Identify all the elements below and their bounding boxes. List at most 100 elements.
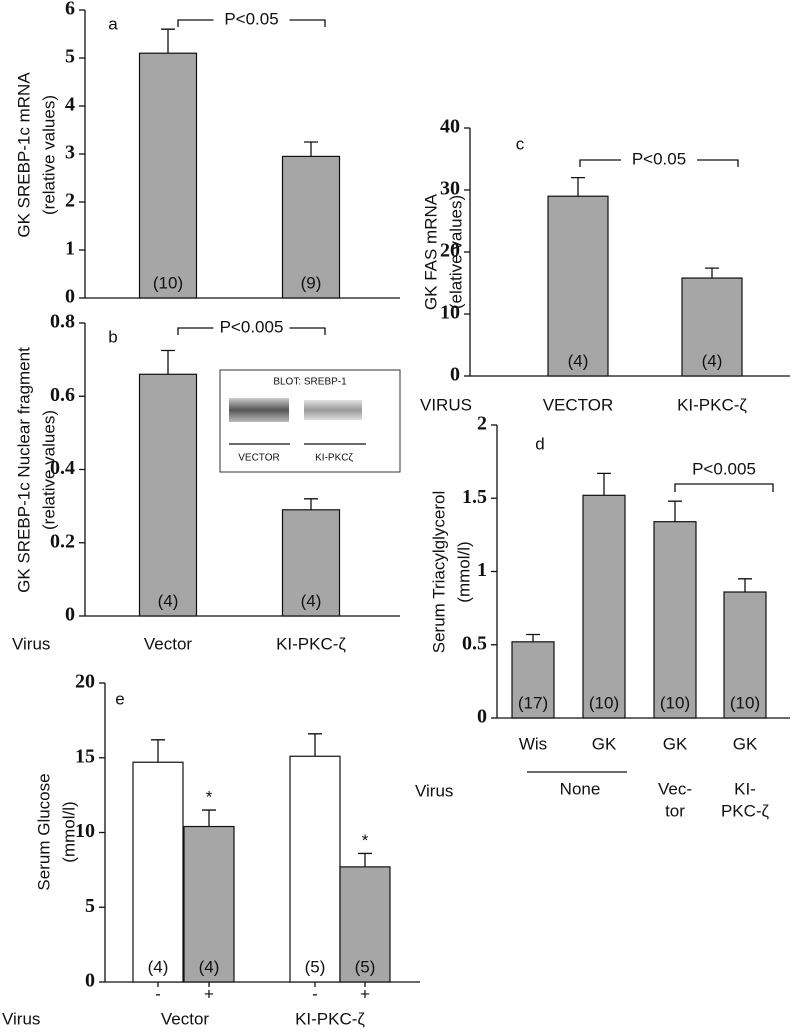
y-tick-label: 30: [440, 178, 460, 200]
significance-label: P<0.005: [692, 459, 756, 478]
n-label: (4): [148, 957, 169, 976]
group-label: KI-: [734, 779, 756, 798]
x-tick-label: VECTOR: [543, 395, 614, 414]
blot-band: [229, 398, 289, 422]
inset-title: BLOT: SREBP-1: [273, 377, 347, 388]
y-tick-label: 15: [75, 745, 95, 767]
panel-label: c: [516, 134, 525, 153]
bar: [289, 755, 341, 983]
y-tick-label: 0.6: [50, 384, 75, 406]
error-bar: [151, 739, 165, 763]
panel-label: b: [108, 327, 117, 346]
y-tick-label: 0.8: [50, 311, 75, 333]
y-tick-label: 5: [65, 46, 75, 68]
bar: [511, 641, 555, 719]
y-tick-label: 20: [440, 240, 460, 262]
y-axis-label: GK SREBP-1c Nuclear fragment: [14, 347, 33, 593]
y-axis-label: (relative values): [39, 95, 58, 215]
panel-label: a: [108, 14, 118, 33]
y-tick-label: 10: [75, 820, 95, 842]
y-axis-label: (elative values): [446, 195, 465, 309]
bar: [653, 521, 697, 719]
y-tick-label: 0: [477, 706, 487, 728]
series-label: +: [204, 984, 214, 1003]
y-tick-label: 20: [75, 671, 95, 693]
x-tick-label: Vector: [144, 634, 193, 653]
bar: [723, 591, 767, 719]
bar: [547, 195, 609, 377]
n-label: (5): [355, 957, 376, 976]
x-tick-label: Vector: [161, 1009, 210, 1028]
bar: [183, 825, 235, 983]
group-label: PKC-ζ: [721, 801, 770, 820]
x-tick-label: KI-PKC-ζ: [276, 634, 346, 653]
x-tick-label: GK: [663, 734, 688, 753]
y-tick-label: 5: [85, 895, 95, 917]
n-label: (9): [301, 273, 322, 292]
x-axis-label: Virus: [415, 781, 453, 800]
y-tick-label: 1: [477, 559, 487, 581]
series-label: -: [155, 984, 161, 1003]
x-tick-label: GK: [592, 734, 617, 753]
n-label: (5): [305, 957, 326, 976]
bar: [138, 52, 198, 299]
y-axis-label: Serum Glucose: [34, 773, 53, 890]
error-bar: [304, 141, 318, 157]
bar: [681, 277, 743, 377]
n-label: (17): [518, 693, 548, 712]
n-label: (10): [589, 693, 619, 712]
y-tick-label: 3: [65, 142, 75, 164]
x-tick-label: Wis: [519, 734, 547, 753]
y-axis-label: Serum Triacylglycerol: [429, 491, 448, 654]
error-bar: [304, 498, 318, 510]
error-bar: [161, 349, 175, 375]
n-label: (4): [199, 957, 220, 976]
significance-bracket: [177, 19, 326, 27]
y-tick-label: 0.5: [462, 632, 487, 654]
n-label: (10): [660, 693, 690, 712]
x-axis-label: VIRUS: [420, 395, 472, 414]
n-label: (10): [153, 273, 183, 292]
y-axis-label: GK SREBP-1c mRNA: [14, 72, 33, 238]
y-tick-label: 40: [440, 116, 460, 138]
error-bar: [705, 267, 719, 279]
y-axis-label: (mmol/l): [59, 801, 78, 862]
bar: [281, 155, 341, 299]
series-label: +: [360, 984, 370, 1003]
x-tick-label: GK: [733, 734, 758, 753]
y-tick-label: 0: [65, 604, 75, 626]
x-tick-label: KI-PKC-ζ: [295, 1009, 365, 1028]
y-tick-label: 1.5: [462, 486, 487, 508]
significance-label: P<0.05: [224, 9, 278, 28]
bar: [138, 373, 198, 617]
n-label: (4): [568, 351, 589, 370]
blot-image: [219, 369, 401, 473]
error-bar: [308, 733, 322, 757]
significance-label: P<0.005: [220, 317, 284, 336]
inset-label: KI-PKCζ: [315, 453, 353, 464]
group-label: tor: [665, 801, 685, 820]
y-tick-label: 2: [65, 190, 75, 212]
series-label: -: [312, 984, 318, 1003]
n-label: (4): [301, 591, 322, 610]
inset-label: VECTOR: [238, 453, 280, 464]
blot-band: [304, 400, 362, 420]
error-bar: [358, 852, 372, 867]
panel-label: d: [535, 434, 544, 453]
significance-marker: *: [206, 788, 213, 807]
y-tick-label: 6: [65, 0, 75, 20]
group-label: Vec-: [658, 779, 692, 798]
y-tick-label: 0: [85, 970, 95, 992]
n-label: (4): [702, 351, 723, 370]
x-tick-label: KI-PKC-ζ: [677, 395, 747, 414]
n-label: (10): [730, 693, 760, 712]
significance-bracket: [579, 159, 739, 167]
y-tick-label: 4: [65, 94, 75, 116]
significance-bracket: [177, 327, 326, 335]
significance-bracket: [674, 483, 774, 492]
y-tick-label: 10: [440, 302, 460, 324]
significance-marker: *: [362, 831, 369, 850]
y-tick-label: 0.2: [50, 530, 75, 552]
bar: [132, 761, 184, 983]
